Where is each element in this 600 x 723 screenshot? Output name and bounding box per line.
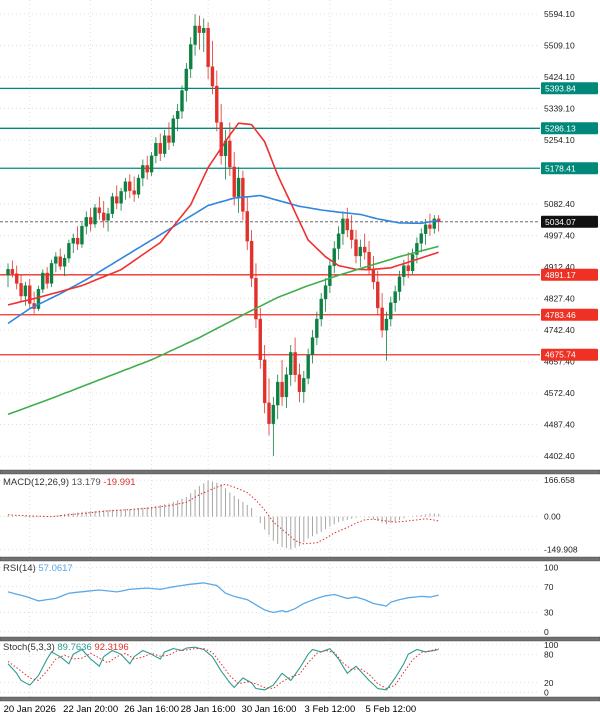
svg-text:4997.40: 4997.40 bbox=[544, 230, 575, 240]
macd-name: MACD(12,26,9) bbox=[3, 477, 69, 488]
svg-text:4783.46: 4783.46 bbox=[545, 310, 576, 320]
stoch-d-value: 92.3196 bbox=[94, 642, 129, 653]
svg-text:4891.17: 4891.17 bbox=[545, 270, 576, 280]
resistance-badge: 5286.13 bbox=[541, 122, 598, 135]
stoch-k-value: 89.7636 bbox=[57, 642, 92, 653]
svg-text:5393.84: 5393.84 bbox=[545, 83, 576, 93]
rsi-name: RSI(14) bbox=[3, 563, 36, 574]
grid-layer bbox=[0, 0, 540, 697]
price-badges: 5393.84 5286.13 5178.41 4891.17 4783.46 4675.… bbox=[541, 82, 598, 361]
svg-text:5 Feb 12:00: 5 Feb 12:00 bbox=[365, 704, 416, 715]
svg-text:4487.40: 4487.40 bbox=[544, 420, 575, 430]
levels-layer bbox=[0, 87, 540, 356]
svg-text:26 Jan 16:00: 26 Jan 16:00 bbox=[124, 704, 179, 715]
moving-averages-layer bbox=[7, 122, 439, 416]
stoch-k-line bbox=[7, 646, 439, 691]
candles-layer bbox=[6, 14, 441, 456]
svg-text:100: 100 bbox=[544, 562, 558, 572]
svg-text:28 Jan 16:00: 28 Jan 16:00 bbox=[181, 704, 236, 715]
svg-text:20 Jan 2026: 20 Jan 2026 bbox=[4, 704, 56, 715]
svg-text:4827.40: 4827.40 bbox=[544, 293, 575, 303]
svg-text:5339.10: 5339.10 bbox=[544, 104, 575, 114]
macd-value: 13.179 bbox=[71, 477, 101, 488]
support-badge: 4783.46 bbox=[541, 308, 598, 321]
svg-text:30 Jan 16:00: 30 Jan 16:00 bbox=[242, 704, 297, 715]
svg-text:5509.10: 5509.10 bbox=[544, 41, 575, 51]
rsi-line bbox=[7, 582, 439, 614]
resistance-badge: 5393.84 bbox=[541, 82, 598, 95]
svg-text:3 Feb 12:00: 3 Feb 12:00 bbox=[305, 704, 356, 715]
support-badge: 4675.74 bbox=[541, 348, 598, 361]
stoch-indicator-label: Stoch(5,3,3) 89.7636 92.3196 bbox=[3, 642, 129, 653]
svg-text:4657.40: 4657.40 bbox=[544, 357, 575, 367]
stoch-panel bbox=[7, 646, 439, 691]
price-axis-labels: 5594.10 5509.10 5424.10 5339.10 5254.10 5082.… bbox=[544, 9, 578, 697]
svg-text:166.658: 166.658 bbox=[544, 475, 575, 485]
svg-text:0: 0 bbox=[544, 627, 549, 637]
last-price-badge: 5034.07 bbox=[541, 215, 598, 228]
svg-text:100: 100 bbox=[544, 640, 558, 650]
svg-text:70: 70 bbox=[544, 582, 554, 592]
svg-text:5286.13: 5286.13 bbox=[545, 123, 576, 133]
svg-text:4402.40: 4402.40 bbox=[544, 451, 575, 461]
macd-signal-value: -19.991 bbox=[103, 477, 136, 488]
svg-text:4742.40: 4742.40 bbox=[544, 325, 575, 335]
support-badge: 4891.17 bbox=[541, 268, 598, 281]
svg-text:0: 0 bbox=[544, 687, 549, 697]
macd-indicator-label: MACD(12,26,9) 13.179 -19.991 bbox=[3, 477, 136, 488]
svg-text:4912.40: 4912.40 bbox=[544, 262, 575, 272]
svg-text:5254.10: 5254.10 bbox=[544, 135, 575, 145]
date-axis-labels: 20 Jan 2026 22 Jan 20:00 26 Jan 16:00 28 Ja… bbox=[4, 704, 417, 715]
svg-text:5594.10: 5594.10 bbox=[544, 9, 575, 19]
stoch-name: Stoch(5,3,3) bbox=[3, 642, 55, 653]
ma-mid-red bbox=[7, 122, 439, 306]
ma-slow-green bbox=[7, 245, 439, 416]
svg-text:22 Jan 20:00: 22 Jan 20:00 bbox=[63, 704, 118, 715]
macd-signal-line bbox=[7, 483, 439, 545]
macd-panel bbox=[7, 480, 440, 550]
stoch-d-line bbox=[7, 648, 439, 690]
resistance-badge: 5178.41 bbox=[541, 162, 598, 175]
rsi-panel bbox=[7, 582, 439, 614]
svg-text:5178.41: 5178.41 bbox=[545, 163, 576, 173]
rsi-indicator-label: RSI(14) 57.0617 bbox=[3, 563, 73, 574]
svg-text:-149.908: -149.908 bbox=[544, 544, 578, 554]
svg-text:4675.74: 4675.74 bbox=[545, 350, 576, 360]
svg-text:5082.40: 5082.40 bbox=[544, 199, 575, 209]
rsi-value: 57.0617 bbox=[38, 563, 73, 574]
svg-text:80: 80 bbox=[544, 649, 554, 659]
ma-fast-blue bbox=[7, 194, 439, 325]
panel-dividers bbox=[0, 469, 600, 702]
svg-text:0.00: 0.00 bbox=[544, 512, 561, 522]
svg-text:5424.10: 5424.10 bbox=[544, 72, 575, 82]
svg-text:4572.40: 4572.40 bbox=[544, 388, 575, 398]
svg-text:20: 20 bbox=[544, 678, 554, 688]
svg-text:30: 30 bbox=[544, 608, 554, 618]
svg-text:5034.07: 5034.07 bbox=[545, 217, 576, 227]
